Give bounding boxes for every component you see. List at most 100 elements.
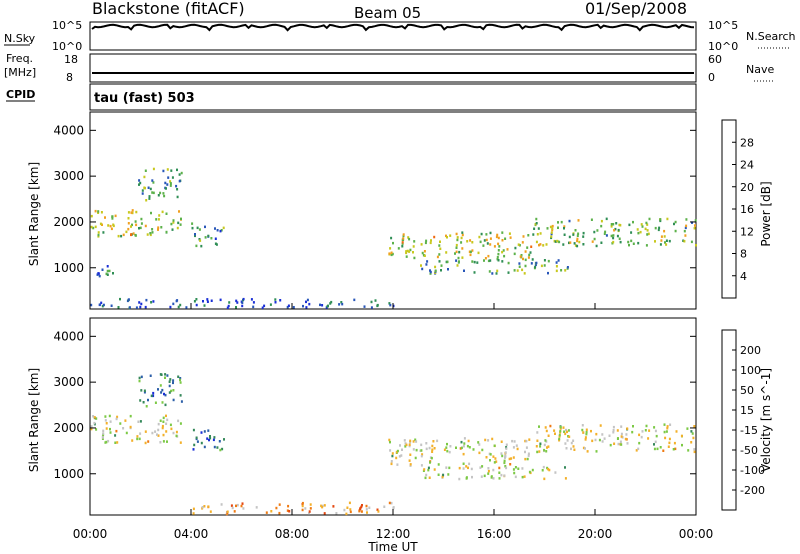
- echo-cell: [142, 401, 145, 404]
- echo-cell: [693, 425, 696, 428]
- echo-cell: [516, 447, 519, 451]
- echo-cell: [148, 195, 151, 198]
- echo-cell: [465, 465, 468, 468]
- echo-cell: [554, 432, 556, 435]
- echo-cell: [463, 269, 465, 272]
- echo-cell: [200, 244, 203, 248]
- echo-cell: [658, 226, 661, 230]
- echo-cell: [455, 446, 457, 449]
- echo-cell: [576, 239, 579, 243]
- echo-cell: [613, 442, 616, 445]
- echo-cell: [437, 473, 440, 476]
- echo-cell: [498, 466, 501, 470]
- echo-cell: [388, 252, 391, 255]
- echo-cell: [165, 422, 168, 425]
- echo-cell: [157, 388, 159, 391]
- echo-cell: [140, 217, 143, 221]
- echo-cell: [140, 389, 143, 392]
- echo-cell: [154, 430, 157, 433]
- echo-cell: [662, 449, 665, 452]
- nsky-panel-frame: [89, 21, 697, 51]
- echo-cell: [109, 224, 112, 228]
- echo-cell: [461, 233, 464, 237]
- echo-cell: [390, 253, 393, 257]
- echo-cell: [511, 439, 514, 443]
- echo-cell: [546, 446, 548, 449]
- echo-cell: [164, 376, 166, 379]
- echo-cell: [191, 226, 194, 230]
- echo-cell: [194, 234, 196, 238]
- echo-cell: [104, 419, 107, 422]
- echo-cell: [530, 262, 533, 265]
- x-axis-ticks: 00:00 04:00 08:00 12:00 16:00 20:00 00:00: [73, 303, 714, 541]
- echo-cell: [204, 236, 207, 239]
- echo-cell: [429, 269, 431, 272]
- echo-cell: [206, 298, 209, 301]
- echo-cell: [402, 238, 405, 241]
- echo-cell: [151, 431, 154, 435]
- echo-cell: [460, 236, 463, 240]
- echo-cell: [427, 466, 430, 470]
- echo-cell: [97, 233, 100, 237]
- echo-cell: [525, 439, 528, 443]
- echo-cell: [101, 304, 104, 308]
- echo-cell: [408, 237, 411, 241]
- echo-cell: [90, 225, 93, 229]
- echo-cell: [420, 454, 423, 458]
- echo-cell: [560, 220, 563, 224]
- echo-cell: [309, 503, 312, 506]
- echo-cell: [445, 446, 448, 449]
- echo-cell: [558, 437, 561, 441]
- echo-cell: [524, 258, 527, 262]
- echo-cell: [213, 445, 216, 449]
- echo-cell: [694, 219, 697, 222]
- echo-cell: [508, 232, 511, 235]
- echo-cell: [441, 475, 444, 479]
- echo-cell: [138, 301, 141, 304]
- echo-cell: [466, 444, 469, 448]
- echo-cell: [93, 421, 96, 425]
- echo-cell: [687, 449, 690, 452]
- echo-cell: [470, 467, 473, 471]
- echo-cell: [109, 427, 111, 431]
- echo-cell: [374, 299, 377, 302]
- power-colorbar: 28 24 20 16 12 8 4: [721, 119, 754, 299]
- echo-cell: [319, 303, 321, 307]
- echo-cell: [160, 226, 163, 229]
- echo-cell: [461, 247, 464, 250]
- echo-cell: [503, 474, 506, 477]
- echo-cell: [349, 510, 352, 514]
- nsky-tick-top: 10^5: [52, 19, 82, 32]
- echo-cell: [425, 447, 428, 451]
- echo-cell: [413, 256, 416, 260]
- echo-cell: [438, 260, 441, 263]
- x-tick-label: 00:00: [679, 527, 714, 541]
- echo-cell: [161, 424, 164, 428]
- echo-cell: [443, 448, 446, 451]
- echo-cell: [172, 431, 175, 435]
- echo-cell: [216, 229, 219, 232]
- echo-cell: [598, 438, 601, 442]
- echo-cell: [94, 209, 97, 213]
- echo-cell: [150, 301, 153, 304]
- x-tick-label: 12:00: [376, 527, 411, 541]
- echo-cell: [390, 460, 393, 463]
- echo-cell: [482, 244, 485, 247]
- echo-cell: [169, 378, 172, 381]
- freq-tick-bottom: 8: [66, 71, 73, 84]
- echo-cell: [507, 271, 510, 274]
- echo-cell: [497, 249, 500, 252]
- echo-cell: [533, 227, 536, 230]
- echo-cell: [131, 223, 133, 227]
- echo-cell: [584, 447, 586, 450]
- echo-cell: [192, 428, 195, 432]
- echo-cell: [120, 234, 123, 238]
- echo-cell: [603, 232, 606, 235]
- echo-cell: [177, 305, 180, 309]
- echo-cell: [570, 447, 572, 451]
- echo-cell: [527, 234, 530, 237]
- echo-cell: [553, 239, 556, 243]
- echo-cell: [406, 249, 409, 253]
- echo-cell: [100, 211, 103, 214]
- echo-cell: [664, 436, 667, 440]
